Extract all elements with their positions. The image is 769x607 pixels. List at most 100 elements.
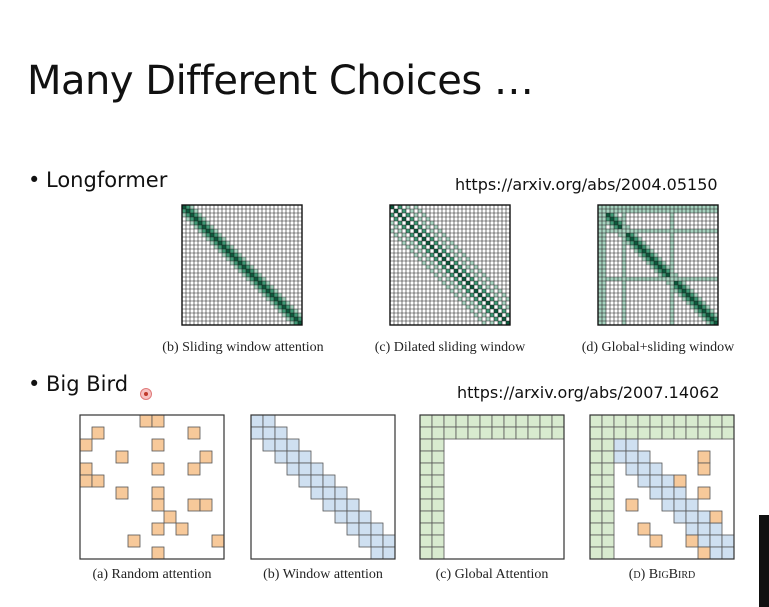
attention-block bbox=[91, 426, 105, 440]
attention-cell bbox=[418, 257, 422, 261]
attention-cell bbox=[622, 285, 626, 289]
attention-cell bbox=[454, 253, 458, 257]
attention-cell bbox=[622, 237, 626, 241]
attention-cell bbox=[622, 277, 626, 281]
attention-cell bbox=[678, 277, 682, 281]
attention-cell bbox=[478, 309, 482, 313]
attention-cell bbox=[670, 273, 674, 277]
bullet-bigbird: • Big Bird bbox=[28, 372, 128, 396]
attention-cell bbox=[642, 245, 646, 249]
attention-cell bbox=[606, 213, 610, 217]
attention-cell bbox=[250, 277, 254, 281]
attention-cell bbox=[250, 265, 254, 269]
attention-cell bbox=[398, 221, 402, 225]
attention-cell bbox=[414, 245, 418, 249]
attention-cell bbox=[470, 301, 474, 305]
attention-cell bbox=[602, 213, 606, 217]
attention-cell bbox=[670, 305, 674, 309]
attention-block bbox=[431, 534, 445, 548]
attention-cell bbox=[682, 297, 686, 301]
attention-cell bbox=[202, 217, 206, 221]
attention-block bbox=[322, 498, 336, 512]
attention-cell bbox=[442, 233, 446, 237]
attention-block bbox=[589, 474, 603, 488]
attention-cell bbox=[450, 241, 454, 245]
attention-cell bbox=[626, 277, 630, 281]
attention-cell bbox=[670, 217, 674, 221]
attention-cell bbox=[614, 205, 618, 209]
attention-block bbox=[346, 498, 360, 512]
attention-cell bbox=[710, 313, 714, 317]
attention-cell bbox=[410, 233, 414, 237]
attention-cell bbox=[702, 301, 706, 305]
attention-cell bbox=[690, 205, 694, 209]
longformer-url[interactable]: https://arxiv.org/abs/2004.05150 bbox=[455, 175, 718, 194]
attention-cell bbox=[226, 253, 230, 257]
attention-cell bbox=[190, 221, 194, 225]
attention-cell bbox=[442, 257, 446, 261]
attention-cell bbox=[498, 321, 502, 325]
attention-cell bbox=[290, 317, 294, 321]
attention-block bbox=[358, 534, 372, 548]
attention-block bbox=[431, 486, 445, 500]
attention-cell bbox=[422, 221, 426, 225]
attention-block bbox=[455, 426, 469, 440]
attention-cell bbox=[462, 285, 466, 289]
attention-cell bbox=[654, 257, 658, 261]
attention-block bbox=[589, 486, 603, 500]
attention-cell bbox=[626, 237, 630, 241]
attention-cell bbox=[598, 293, 602, 297]
attention-cell bbox=[626, 233, 630, 237]
attention-cell bbox=[622, 301, 626, 305]
attention-cell bbox=[298, 317, 302, 321]
attention-block bbox=[539, 426, 553, 440]
attention-cell bbox=[622, 225, 626, 229]
attention-cell bbox=[398, 213, 402, 217]
bigbird-url[interactable]: https://arxiv.org/abs/2007.14062 bbox=[457, 383, 720, 402]
attention-cell bbox=[210, 237, 214, 241]
attention-block bbox=[163, 510, 177, 524]
attention-cell bbox=[622, 265, 626, 269]
attention-cell bbox=[638, 253, 642, 257]
attention-cell bbox=[422, 213, 426, 217]
attention-cell bbox=[602, 317, 606, 321]
attention-cell bbox=[198, 217, 202, 221]
attention-cell bbox=[202, 225, 206, 229]
attention-cell bbox=[634, 241, 638, 245]
attention-cell bbox=[646, 261, 650, 265]
attention-cell bbox=[290, 313, 294, 317]
attention-cell bbox=[630, 277, 634, 281]
attention-block bbox=[431, 438, 445, 452]
attention-cell bbox=[438, 229, 442, 233]
attention-cell bbox=[658, 265, 662, 269]
attention-cell bbox=[246, 261, 250, 265]
attention-cell bbox=[686, 301, 690, 305]
attention-cell bbox=[610, 225, 614, 229]
attention-block bbox=[286, 450, 300, 464]
attention-cell bbox=[474, 289, 478, 293]
attention-cell bbox=[686, 289, 690, 293]
attention-cell bbox=[658, 273, 662, 277]
attention-block bbox=[697, 534, 711, 548]
attention-cell bbox=[670, 237, 674, 241]
attention-cell bbox=[618, 209, 622, 213]
attention-block bbox=[419, 438, 433, 452]
attention-block bbox=[673, 426, 687, 440]
attention-block bbox=[419, 510, 433, 524]
attention-cell bbox=[226, 241, 230, 245]
attention-cell bbox=[482, 297, 486, 301]
attention-block bbox=[637, 462, 651, 476]
attention-cell bbox=[478, 269, 482, 273]
attention-block bbox=[613, 414, 627, 428]
attention-cell bbox=[598, 305, 602, 309]
attention-block bbox=[250, 414, 264, 428]
attention-cell bbox=[434, 233, 438, 237]
attention-cell bbox=[614, 277, 618, 281]
attention-block bbox=[625, 462, 639, 476]
attention-cell bbox=[458, 289, 462, 293]
attention-block bbox=[431, 450, 445, 464]
attention-cell bbox=[690, 229, 694, 233]
attention-block bbox=[298, 462, 312, 476]
attention-cell bbox=[278, 301, 282, 305]
matrix-border bbox=[389, 204, 511, 326]
